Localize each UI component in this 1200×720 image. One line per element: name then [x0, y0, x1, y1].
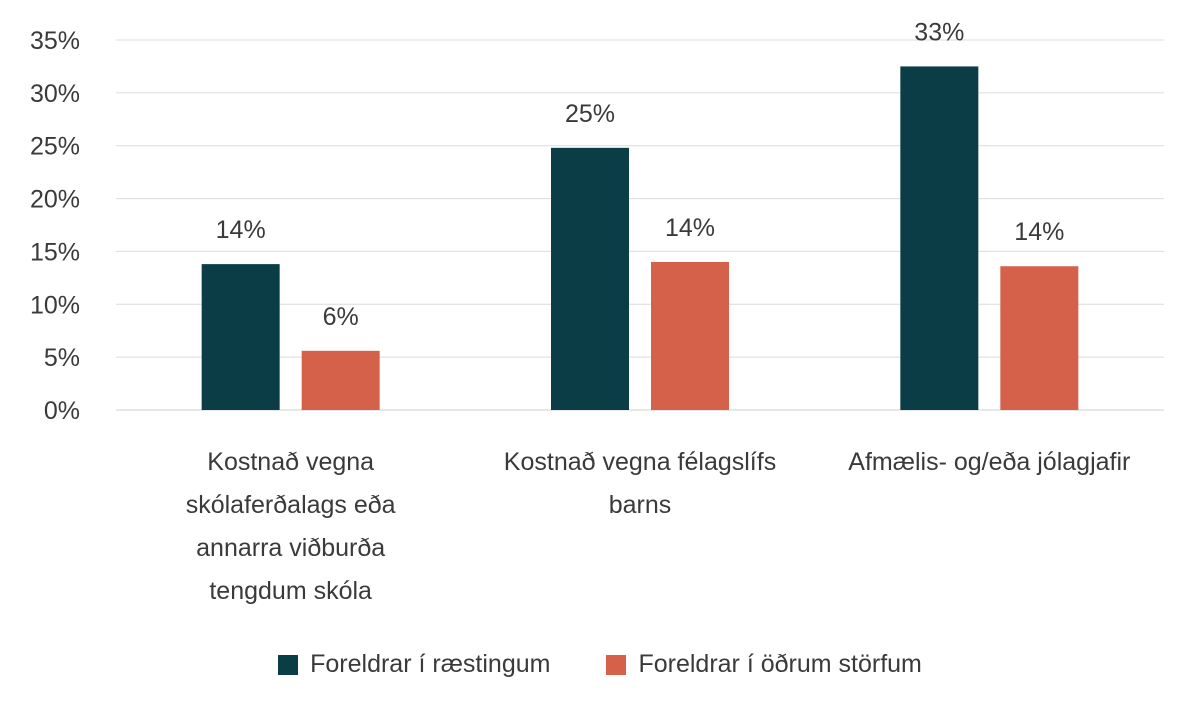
bar-series1-cat2 — [551, 147, 629, 411]
category-label: Kostnað vegna — [207, 448, 374, 476]
category-label: tengdum skóla — [209, 577, 372, 605]
legend-item-series-1: Foreldrar í ræstingum — [278, 650, 550, 679]
y-tick-label: 0% — [44, 397, 80, 425]
y-tick-label: 25% — [30, 133, 80, 161]
legend-label-series-2: Foreldrar í öðrum störfum — [638, 650, 922, 678]
legend: Foreldrar í ræstingum Foreldrar í öðrum … — [0, 650, 1200, 679]
y-tick-label: 35% — [30, 27, 80, 55]
y-tick-label: 15% — [30, 238, 80, 266]
bar-series1-cat1 — [201, 264, 280, 410]
category-label: barns — [609, 491, 672, 519]
category-label: Kostnað vegna félagslífs — [504, 448, 776, 476]
bar-series2-cat2 — [651, 262, 729, 410]
data-label: 33% — [914, 18, 964, 46]
bar-series2-cat1 — [301, 350, 380, 410]
bar-series1-cat3 — [900, 66, 979, 410]
legend-item-series-2: Foreldrar í öðrum störfum — [606, 650, 922, 679]
bar-chart: 0% 5% 10% 15% 20% 25% 30% 35% 14% 6% Kostnað vegna… — [30, 18, 1164, 605]
legend-label-series-1: Foreldrar í ræstingum — [310, 650, 551, 678]
y-tick-label: 10% — [30, 291, 80, 319]
y-tick-label: 30% — [30, 80, 80, 108]
data-label: 6% — [323, 303, 359, 331]
category-label: Afmælis- og/eða jólagjafir — [848, 448, 1130, 476]
legend-swatch-series-2 — [606, 654, 627, 675]
data-label: 14% — [216, 216, 266, 244]
category-label: skólaferðalags eða — [186, 491, 396, 519]
category-label: annarra viðburða — [196, 534, 385, 562]
data-label: 25% — [565, 100, 615, 128]
y-tick-label: 5% — [44, 344, 80, 372]
bar-series2-cat3 — [1000, 266, 1079, 410]
data-label: 14% — [1014, 218, 1064, 246]
data-label: 14% — [665, 214, 715, 242]
legend-swatch-series-1 — [278, 654, 299, 675]
y-tick-label: 20% — [30, 186, 80, 214]
